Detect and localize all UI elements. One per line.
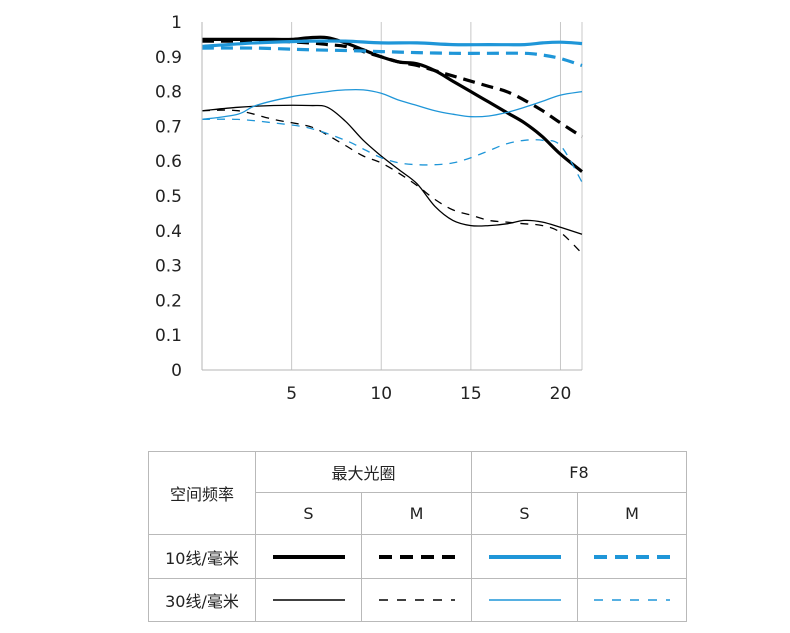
x-tick-label: 20	[550, 384, 572, 404]
legend-direction-cell: M	[361, 492, 472, 535]
x-tick-label: 10	[370, 384, 392, 404]
legend-swatch-cell	[471, 578, 578, 622]
legend-swatch-max-m-10	[378, 554, 455, 559]
legend-direction-cell: M	[577, 492, 687, 535]
y-tick-label: 0.5	[155, 187, 182, 207]
legend-corner: 空间频率	[148, 451, 256, 535]
y-tick-label: 0.3	[155, 257, 182, 277]
legend-swatch-cell	[471, 534, 578, 579]
legend-direction-s: S	[303, 504, 314, 523]
legend-swatch-f8-m-30	[594, 599, 670, 601]
legend-direction-cell: S	[471, 492, 578, 535]
legend-row-label-cell: 30线/毫米	[148, 578, 256, 622]
series-line	[201, 88, 583, 121]
legend-swatch-f8-s-10	[488, 554, 561, 559]
legend-swatch-cell	[255, 578, 362, 622]
legend-direction-cell: S	[255, 492, 362, 535]
legend-swatch-cell	[361, 534, 472, 579]
legend-swatch-max-s-10	[272, 554, 345, 559]
legend-direction-s: S	[519, 504, 530, 523]
y-tick-label: 1	[171, 13, 182, 33]
mtf-chart: 0 0.1 0.2 0.3 0.4 0.5 0.6 0.7 0.8 0.9 1 5 10 15 20	[155, 13, 584, 404]
series-line	[201, 46, 583, 68]
series-line	[201, 118, 583, 183]
legend-swatch-max-m-30	[378, 599, 455, 601]
series-line	[201, 39, 583, 139]
y-tick-label: 0.6	[155, 152, 182, 172]
y-tick-label: 0.8	[155, 83, 182, 103]
legend-row-label: 30线/毫米	[165, 592, 239, 611]
legend-aperture-f8-label: F8	[569, 462, 589, 482]
y-axis: 0 0.1 0.2 0.3 0.4 0.5 0.6 0.7 0.8 0.9 1	[155, 13, 182, 381]
legend-swatch-cell	[255, 534, 362, 579]
legend-swatch-f8-s-30	[488, 599, 561, 601]
legend-direction-m: M	[625, 504, 639, 523]
y-tick-label: 0	[171, 361, 182, 381]
legend-aperture-max-label: 最大光圈	[331, 464, 396, 483]
legend-corner-label: 空间频率	[169, 485, 234, 504]
legend-aperture-max: 最大光圈	[255, 451, 472, 493]
legend-swatch-cell	[361, 578, 472, 622]
y-tick-label: 0.9	[155, 48, 182, 68]
legend-row-label: 10线/毫米	[165, 548, 239, 568]
legend-swatch-f8-m-10	[594, 554, 670, 559]
legend-swatch-max-s-30	[272, 599, 345, 601]
series-line	[201, 39, 583, 48]
x-tick-label: 5	[286, 384, 297, 404]
y-tick-label: 0.7	[155, 117, 182, 137]
legend-direction-m: M	[409, 504, 424, 523]
legend-row-label-cell: 10线/毫米	[148, 534, 256, 579]
legend-aperture-f8: F8	[471, 451, 687, 493]
series-line	[201, 104, 583, 235]
grid-lines	[291, 22, 583, 370]
series-line	[202, 35, 584, 173]
x-tick-label: 15	[460, 384, 482, 404]
x-axis: 5 10 15 20	[286, 384, 571, 404]
series-line	[201, 109, 583, 254]
legend-swatch-cell	[577, 578, 687, 622]
series-lines	[201, 35, 584, 254]
y-tick-label: 0.1	[155, 326, 182, 346]
y-tick-label: 0.4	[155, 222, 182, 242]
y-tick-label: 0.2	[155, 291, 182, 311]
legend-table: 空间频率 最大光圈 F8 S M S M 10线/毫米 30线/毫米	[148, 451, 687, 622]
legend-swatch-cell	[577, 534, 687, 579]
